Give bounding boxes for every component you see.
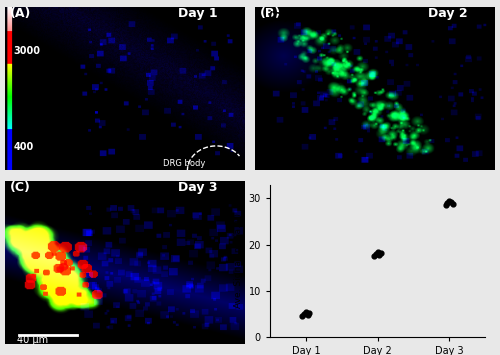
Point bbox=[304, 312, 312, 318]
Point bbox=[449, 201, 457, 207]
Point bbox=[377, 250, 385, 256]
Text: 3000: 3000 bbox=[14, 47, 40, 56]
Y-axis label: Ave. Signal Int. (a.u.): Ave. Signal Int. (a.u.) bbox=[234, 213, 243, 308]
Text: (B): (B) bbox=[260, 7, 281, 20]
Point bbox=[298, 313, 306, 319]
Text: 40 μm: 40 μm bbox=[16, 335, 48, 345]
Text: Day 1: Day 1 bbox=[178, 7, 218, 20]
Point bbox=[447, 200, 455, 205]
Text: (A): (A) bbox=[10, 7, 31, 20]
Text: DRG body: DRG body bbox=[164, 159, 206, 168]
Text: Day 3: Day 3 bbox=[178, 181, 218, 194]
Point bbox=[442, 203, 450, 208]
Point bbox=[444, 200, 452, 206]
Point bbox=[370, 253, 378, 259]
Point bbox=[445, 198, 453, 204]
Point bbox=[306, 310, 314, 316]
Point bbox=[300, 311, 308, 317]
Text: (D): (D) bbox=[268, 11, 289, 24]
Point bbox=[374, 249, 382, 255]
Point bbox=[372, 251, 380, 257]
Text: (C): (C) bbox=[10, 181, 30, 194]
Text: 400: 400 bbox=[14, 142, 34, 152]
Text: Day 2: Day 2 bbox=[428, 7, 468, 20]
Point bbox=[302, 309, 310, 315]
Point bbox=[376, 252, 384, 258]
